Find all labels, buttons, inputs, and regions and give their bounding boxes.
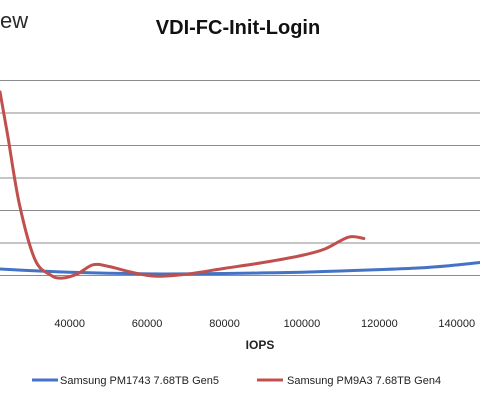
x-tick-labels: 40000 60000 80000 100000 120000 140000: [54, 318, 475, 330]
x-tick-label: 100000: [284, 318, 321, 330]
series-lines: [0, 90, 480, 280]
x-tick-label: 80000: [209, 318, 240, 330]
legend-label: Samsung PM1743 7.68TB Gen5: [60, 375, 219, 387]
series-line-1: [0, 261, 480, 276]
x-tick-label: 140000: [438, 318, 475, 330]
gridlines: [0, 80, 480, 276]
series-line-2: [0, 90, 366, 280]
x-tick-label: 60000: [132, 318, 163, 330]
logo-text: ew: [0, 8, 28, 33]
x-axis-title: IOPS: [246, 338, 275, 352]
x-tick-label: 120000: [361, 318, 398, 330]
x-tick-label: 40000: [54, 318, 85, 330]
legend-label: Samsung PM9A3 7.68TB Gen4: [287, 375, 441, 387]
legend: Samsung PM1743 7.68TB Gen5 Samsung PM9A3 …: [32, 375, 441, 387]
chart-title: VDI-FC-Init-Login: [156, 17, 320, 39]
